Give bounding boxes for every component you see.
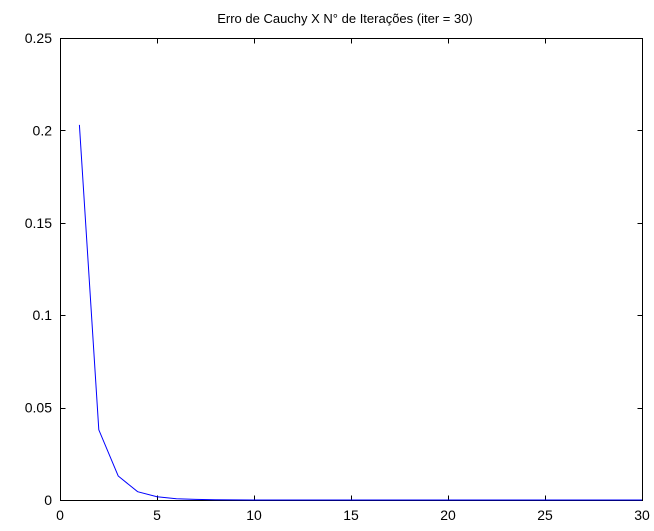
x-tick-label: 5 (153, 507, 161, 523)
y-tick-label: 0.25 (25, 30, 52, 46)
series-layer (78, 124, 642, 501)
y-tick-label: 0 (44, 492, 52, 508)
chart-title: Erro de Cauchy X N° de Iterações (iter =… (217, 11, 473, 26)
plot-area (60, 38, 643, 501)
y-tick-label: 0.1 (33, 307, 53, 323)
x-tick-label: 30 (634, 507, 650, 523)
y-tick-label: 0.15 (25, 215, 52, 231)
axis-tick-labels: 0 5 10 15 20 25 30 0 0.05 0.1 0.15 0.2 0.25 (25, 30, 650, 523)
x-tick-label: 25 (537, 507, 553, 523)
x-tick-label: 20 (440, 507, 456, 523)
x-tick-label: 0 (56, 507, 64, 523)
series-line-0 (78, 124, 642, 501)
x-tick-label: 10 (246, 507, 262, 523)
x-tick-label: 15 (343, 507, 359, 523)
y-tick-label: 0.2 (33, 122, 53, 138)
y-tick-label: 0.05 (25, 400, 52, 416)
axis-ticks (60, 38, 643, 501)
